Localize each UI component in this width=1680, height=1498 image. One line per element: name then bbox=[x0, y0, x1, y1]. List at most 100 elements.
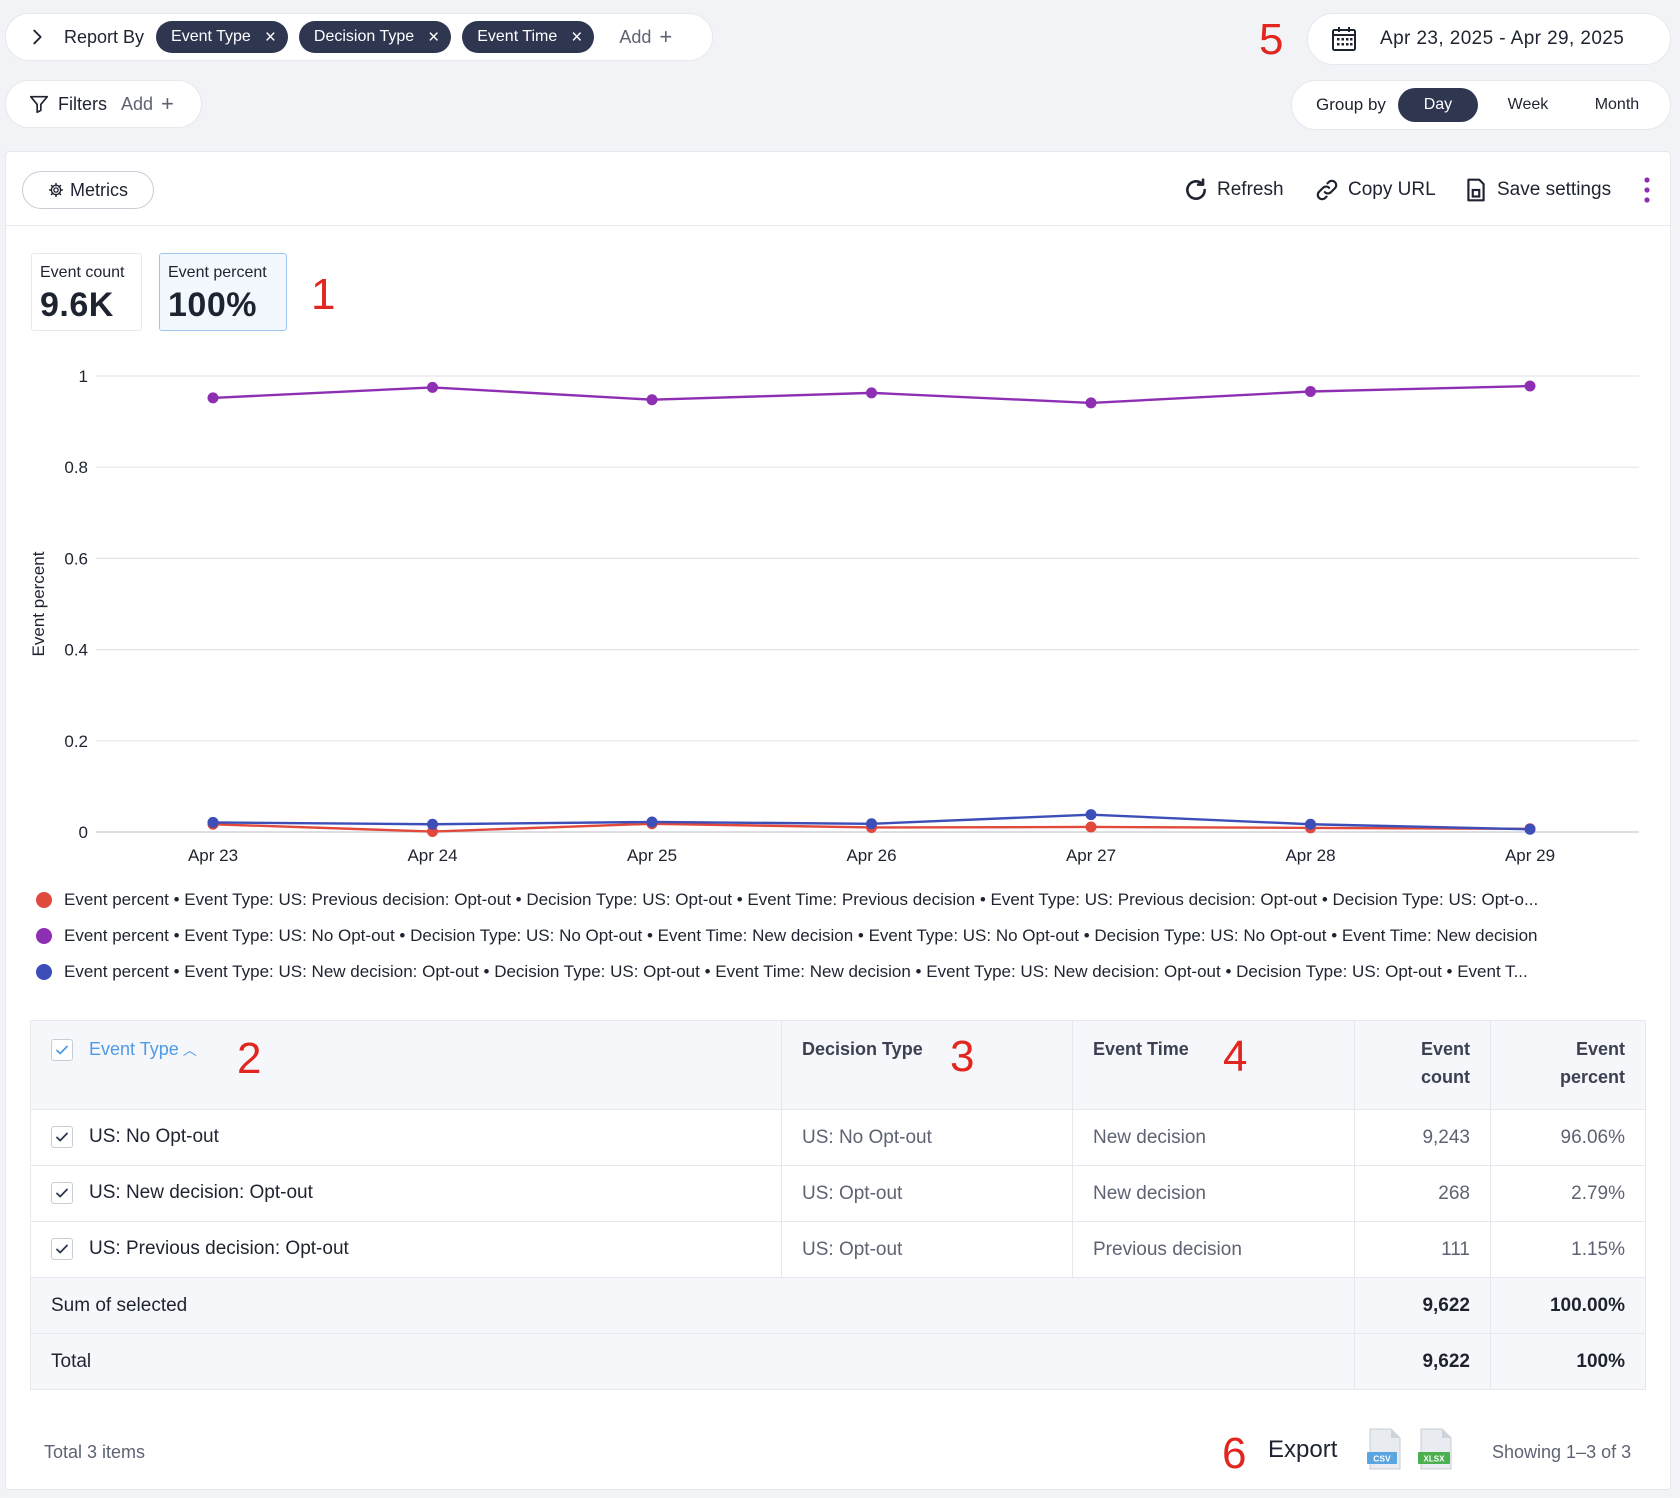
row-checkbox[interactable] bbox=[51, 1182, 73, 1205]
calendar-icon bbox=[1332, 27, 1356, 51]
total-percent: 100% bbox=[1490, 1333, 1646, 1390]
csv-file-icon[interactable]: CSV bbox=[1366, 1428, 1402, 1470]
cell-text: US: Previous decision: Opt-out bbox=[89, 1238, 349, 1260]
data-point bbox=[1524, 380, 1536, 392]
header-event-type[interactable]: Event Type ︿ 2 bbox=[30, 1020, 782, 1110]
stat-value: 9.6K bbox=[40, 286, 114, 324]
save-settings-button[interactable]: Save settings bbox=[1463, 173, 1611, 207]
chevron-right-icon[interactable] bbox=[26, 26, 48, 48]
filters-bar: Filters Add + bbox=[5, 80, 202, 128]
annotation-3: 3 bbox=[950, 1032, 975, 1081]
legend-item[interactable]: Event percent • Event Type: US: No Opt-o… bbox=[36, 926, 1636, 946]
data-point bbox=[646, 394, 658, 406]
event-type-sort-label[interactable]: Event Type bbox=[89, 1039, 179, 1059]
stat-label: Event percent bbox=[168, 264, 267, 281]
header-event-time[interactable]: Event Time 4 bbox=[1072, 1020, 1355, 1110]
chip-event-time[interactable]: Event Time × bbox=[462, 21, 595, 53]
sort-asc-icon[interactable]: ︿ bbox=[182, 1042, 197, 1058]
chip-label: Event Type bbox=[171, 28, 251, 45]
sum-selected-percent: 100.00% bbox=[1490, 1277, 1646, 1334]
metrics-button[interactable]: Metrics bbox=[22, 171, 154, 209]
csv-text: CSV bbox=[1373, 1454, 1391, 1464]
legend-item[interactable]: Event percent • Event Type: US: Previous… bbox=[36, 890, 1636, 910]
row-checkbox[interactable] bbox=[51, 1126, 73, 1149]
table-row[interactable]: US: New decision: Opt-out US: Opt-out Ne… bbox=[30, 1165, 1646, 1222]
legend-dot bbox=[36, 892, 52, 908]
chip-decision-type[interactable]: Decision Type × bbox=[298, 21, 452, 53]
chip-event-type[interactable]: Event Type × bbox=[156, 21, 288, 53]
group-by-bar: Group by Day Week Month bbox=[1291, 80, 1671, 130]
metrics-label: Metrics bbox=[70, 179, 128, 200]
stat-event-count[interactable]: Event count 9.6K bbox=[31, 253, 142, 331]
cell-event-count: 9,243 bbox=[1354, 1109, 1491, 1166]
data-point bbox=[1305, 818, 1316, 830]
group-by-month[interactable]: Month bbox=[1594, 96, 1640, 113]
more-vertical-icon[interactable] bbox=[1641, 176, 1653, 204]
check-icon bbox=[56, 1133, 68, 1142]
table-row[interactable]: US: Previous decision: Opt-out US: Opt-o… bbox=[30, 1221, 1646, 1278]
report-by-label: Report By bbox=[64, 26, 145, 47]
annotation-6: 6 bbox=[1222, 1429, 1247, 1478]
group-by-week[interactable]: Week bbox=[1507, 96, 1549, 113]
xlsx-file-icon[interactable]: XLSX bbox=[1417, 1428, 1453, 1470]
header-label-line: count bbox=[1421, 1067, 1470, 1087]
cell-event-count: 268 bbox=[1354, 1165, 1491, 1222]
add-label: Add bbox=[121, 93, 154, 114]
x-tick-label: Apr 25 bbox=[627, 846, 677, 865]
date-range-picker[interactable]: Apr 23, 2025 - Apr 29, 2025 bbox=[1307, 13, 1671, 65]
y-tick-label: 0.6 bbox=[64, 549, 88, 568]
legend-label: Event percent • Event Type: US: No Opt-o… bbox=[64, 926, 1538, 945]
y-tick-label: 0 bbox=[79, 823, 88, 842]
total-label: Total bbox=[30, 1333, 1355, 1390]
select-all-checkbox[interactable] bbox=[51, 1039, 73, 1062]
check-icon bbox=[56, 1045, 68, 1055]
check-icon bbox=[56, 1189, 68, 1198]
data-point bbox=[427, 381, 438, 393]
header-event-count[interactable]: Event count bbox=[1354, 1020, 1491, 1110]
header-label-line: percent bbox=[1559, 1067, 1625, 1087]
total-row: Total 9,622 100% bbox=[30, 1333, 1646, 1390]
header-label: Decision Type bbox=[802, 1039, 923, 1059]
stat-event-percent[interactable]: Event percent 100% bbox=[159, 253, 287, 331]
row-checkbox[interactable] bbox=[51, 1238, 73, 1261]
xlsx-text: XLSX bbox=[1424, 1455, 1446, 1464]
header-label-line: Event bbox=[1575, 1039, 1625, 1059]
data-point bbox=[1085, 821, 1097, 833]
stat-label: Event count bbox=[40, 264, 125, 281]
x-tick-label: Apr 28 bbox=[1285, 846, 1335, 865]
header-label-line: Event bbox=[1420, 1039, 1470, 1059]
total-count: 9,622 bbox=[1354, 1333, 1491, 1390]
group-by-day[interactable]: Day bbox=[1397, 88, 1478, 122]
x-tick-label: Apr 27 bbox=[1066, 846, 1116, 865]
data-point bbox=[1085, 397, 1097, 409]
y-tick-label: 0.8 bbox=[64, 458, 88, 477]
cell-event-percent: 1.15% bbox=[1490, 1221, 1646, 1278]
legend-label: Event percent • Event Type: US: New deci… bbox=[64, 962, 1528, 981]
add-report-by-button[interactable]: Add + bbox=[619, 24, 672, 50]
cell-decision-type: US: No Opt-out bbox=[781, 1109, 1073, 1166]
cell-event-time: Previous decision bbox=[1072, 1221, 1355, 1278]
sum-selected-count: 9,622 bbox=[1354, 1277, 1491, 1334]
legend-item[interactable]: Event percent • Event Type: US: New deci… bbox=[36, 962, 1636, 982]
header-event-percent[interactable]: Event percent bbox=[1490, 1020, 1646, 1110]
filters-label[interactable]: Filters bbox=[58, 93, 107, 114]
table-row[interactable]: US: No Opt-out US: No Opt-out New decisi… bbox=[30, 1109, 1646, 1166]
x-tick-label: Apr 24 bbox=[407, 846, 457, 865]
header-decision-type[interactable]: Decision Type 3 bbox=[781, 1020, 1073, 1110]
sum-selected-row: Sum of selected 9,622 100.00% bbox=[30, 1277, 1646, 1334]
x-tick-label: Apr 23 bbox=[188, 846, 238, 865]
sum-selected-label: Sum of selected bbox=[30, 1277, 1355, 1334]
data-point bbox=[646, 816, 658, 828]
close-icon[interactable]: × bbox=[428, 26, 440, 48]
refresh-button[interactable]: Refresh bbox=[1183, 173, 1284, 207]
chip-label: Decision Type bbox=[313, 28, 415, 45]
annotation-5: 5 bbox=[1259, 15, 1284, 64]
data-point bbox=[1305, 386, 1316, 398]
close-icon[interactable]: × bbox=[264, 26, 276, 48]
close-icon[interactable]: × bbox=[571, 26, 583, 48]
export-label: Export bbox=[1268, 1436, 1338, 1463]
pagination-text: Showing 1–3 of 3 bbox=[1492, 1442, 1632, 1462]
copy-url-button[interactable]: Copy URL bbox=[1314, 173, 1436, 207]
add-filter-button[interactable]: Add + bbox=[121, 91, 174, 117]
cell-event-time: New decision bbox=[1072, 1165, 1355, 1222]
